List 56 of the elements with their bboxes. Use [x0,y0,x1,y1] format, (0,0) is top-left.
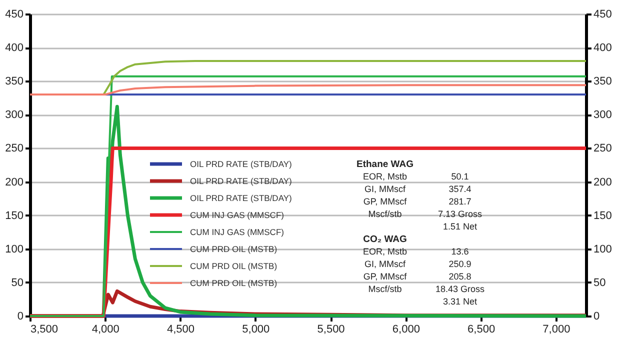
annotation: 250.9 [448,259,472,269]
y2-tick-label: 0 [594,310,600,322]
annotation: Mscf/stb [368,209,402,219]
y2-tick-label: 100 [594,243,612,256]
annotation: GP, MMscf [363,196,408,206]
y2-tick-label: 50 [594,276,606,289]
annotation: EOR, Mstb [362,246,408,256]
x-tick-label: 6,000 [392,324,420,336]
y-tick-label: 200 [5,176,24,188]
y2-tick-label: 350 [594,76,612,88]
annotation: GI, MMscf [364,184,406,194]
x-tick-label: 4,000 [92,324,120,336]
x-tick-label: 7,000 [542,324,570,336]
legend-label: OIL PRD RATE (STB/DAY) [190,176,292,186]
annotation: 18.43 Gross [435,284,486,294]
annotation: Ethane WAG [356,159,414,170]
y-tick-label: 400 [5,42,24,54]
annotation: EOR, Mstb [362,172,408,182]
annotation: 205.8 [448,272,472,282]
annotation: GI, MMscf [364,259,406,269]
legend-label: CUM PRD OIL (MSTB) [190,261,278,271]
annotation: CO₂ WAG [363,234,407,245]
y-tick-label: 150 [5,210,24,222]
annotation: 13.6 [451,246,469,256]
y-tick-label: 100 [5,243,24,256]
annotation: 1.51 Net [442,222,478,232]
x-tick-label: 4,500 [167,324,195,336]
annotation: 7.13 Gross [438,209,483,219]
y2-tick-label: 150 [594,210,612,222]
y2-tick-label: 400 [594,42,612,54]
legend-label: CUM PRD OIL (MSTB) [190,244,278,254]
x-tick-label: 6,500 [468,324,496,336]
annotation: 357.4 [448,184,472,194]
y-tick-label: 450 [5,8,24,20]
y-tick-label: 300 [5,109,24,122]
annotation: GP, MMscf [363,272,408,282]
x-tick-label: 5,000 [242,324,270,336]
x-tick-label: 3,500 [30,324,58,336]
legend-label: CUM PRD OIL (MSTB) [190,278,278,288]
legend-label: OIL PRD RATE (STB/DAY) [190,159,292,169]
annotation: 3.31 Net [442,296,478,306]
y-tick-label: 350 [5,76,24,88]
y2-tick-label: 200 [594,176,612,188]
annotation: 281.7 [448,196,472,206]
y2-tick-label: 250 [594,142,612,155]
legend-label: CUM INJ GAS (MMSCF) [190,227,284,237]
annotation: 50.1 [451,172,469,182]
x-tick-label: 5,500 [317,324,345,336]
y-tick-label: 0 [17,310,24,322]
legend-label: OIL PRD RATE (STB/DAY) [190,193,292,203]
annotation: Mscf/stb [368,284,402,294]
y2-tick-label: 450 [594,8,612,20]
y-tick-label: 250 [5,142,24,155]
legend-label: CUM INJ GAS (MMSCF) [190,210,284,220]
y2-tick-label: 300 [594,109,612,122]
y-tick-label: 50 [11,276,24,289]
